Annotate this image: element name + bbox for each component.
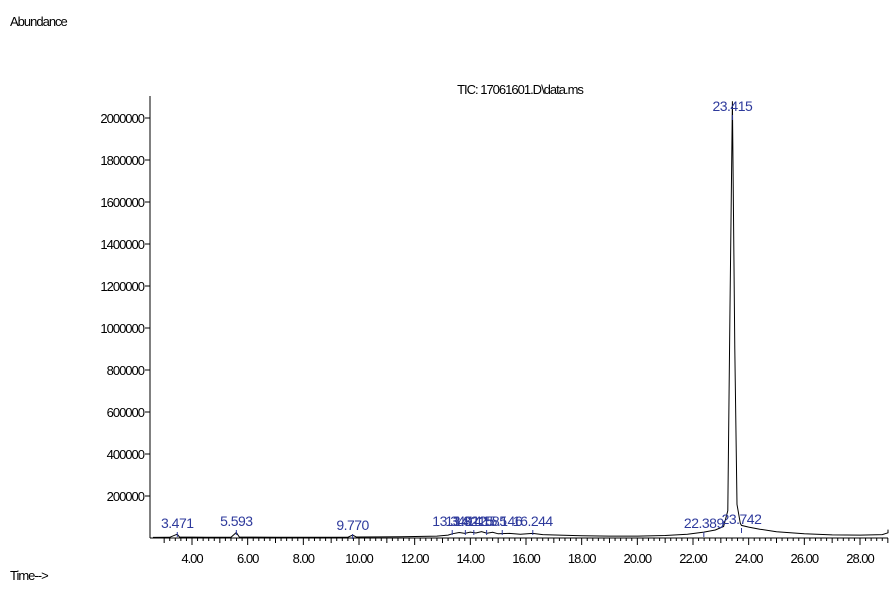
x-tick-label: 24.00: [735, 551, 763, 566]
peak-label: 22.389: [684, 515, 725, 531]
y-tick-label: 800000: [107, 363, 145, 378]
peak-label: 23.742: [722, 511, 763, 527]
x-tick-label: 4.00: [181, 551, 203, 566]
tic-trace: [152, 101, 889, 538]
peak-label: 16.244: [513, 513, 554, 529]
x-tick-label: 8.00: [293, 551, 315, 566]
peak-labels: 3.471 5.593 9.770 13.34913.82114.12514.5851…: [161, 98, 763, 539]
y-tick-label: 1000000: [100, 321, 144, 336]
peak-label: 14.125: [454, 513, 495, 529]
peak-label: 13.349: [432, 513, 473, 529]
x-tick-label: 10.00: [345, 551, 373, 566]
y-axis-label: Abundance: [10, 14, 68, 29]
y-tick-label: 400000: [107, 447, 145, 462]
x-tick-label: 6.00: [237, 551, 259, 566]
y-tick-label: 200000: [107, 489, 145, 504]
chart-title: TIC: 17061601.D\data.ms: [457, 82, 584, 97]
x-tick-label: 18.00: [568, 551, 596, 566]
tic-trace-line: [152, 101, 889, 538]
y-tick-label: 2000000: [100, 111, 144, 126]
y-tick-label: 1400000: [100, 237, 144, 252]
x-axis-ticks: 4.00 6.00 8.00 10.00 12.00 14.00 16.00 18.00 20.…: [163, 538, 889, 566]
x-tick-label: 28.00: [846, 551, 874, 566]
y-tick-label: 600000: [107, 405, 145, 420]
peak-label: 14.585: [467, 513, 508, 529]
y-tick-label: 1600000: [100, 195, 144, 210]
x-tick-label: 26.00: [791, 551, 819, 566]
peak-label: 9.770: [336, 517, 369, 533]
x-tick-label: 14.00: [457, 551, 485, 566]
y-tick-label: 1800000: [100, 153, 144, 168]
peak-label: 15.146: [482, 513, 523, 529]
y-tick-label: 1200000: [100, 279, 144, 294]
x-tick-label: 12.00: [401, 551, 429, 566]
peak-label: 5.593: [220, 513, 253, 529]
peak-label: 3.471: [161, 515, 194, 531]
x-tick-label: 20.00: [624, 551, 652, 566]
y-axis-ticks: 200000 400000 600000 800000 1000000 1200000 14…: [100, 111, 150, 504]
x-tick-label: 22.00: [679, 551, 707, 566]
x-axis-label: Time-->: [10, 568, 48, 583]
x-tick-label: 16.00: [512, 551, 540, 566]
peak-label: 13.821: [445, 513, 486, 529]
peak-label: 23.415: [712, 98, 753, 114]
